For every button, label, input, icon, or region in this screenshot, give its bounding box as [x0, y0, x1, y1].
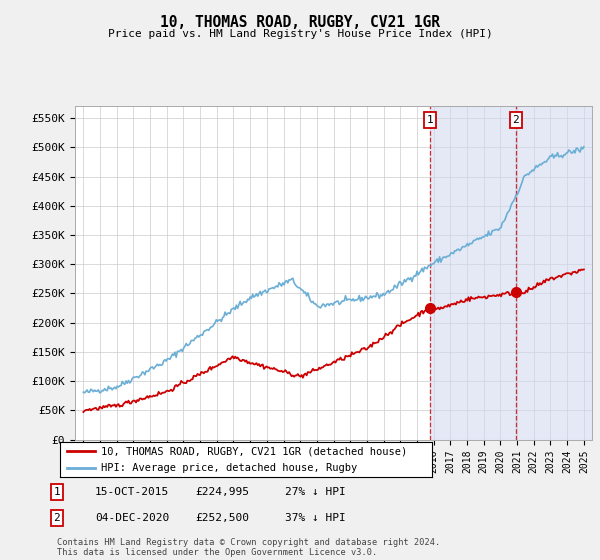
Text: 15-OCT-2015: 15-OCT-2015	[95, 487, 169, 497]
Text: 2: 2	[53, 513, 61, 523]
Text: £252,500: £252,500	[195, 513, 249, 523]
Bar	[516, 106, 592, 440]
Text: 27% ↓ HPI: 27% ↓ HPI	[285, 487, 346, 497]
Text: Price paid vs. HM Land Registry's House Price Index (HPI): Price paid vs. HM Land Registry's House …	[107, 29, 493, 39]
Text: 04-DEC-2020: 04-DEC-2020	[95, 513, 169, 523]
Text: £224,995: £224,995	[195, 487, 249, 497]
Text: HPI: Average price, detached house, Rugby: HPI: Average price, detached house, Rugb…	[101, 463, 357, 473]
Text: 1: 1	[53, 487, 61, 497]
Text: 2: 2	[512, 115, 519, 125]
Bar	[430, 106, 516, 440]
Text: Contains HM Land Registry data © Crown copyright and database right 2024.
This d: Contains HM Land Registry data © Crown c…	[57, 538, 440, 557]
Text: 10, THOMAS ROAD, RUGBY, CV21 1GR: 10, THOMAS ROAD, RUGBY, CV21 1GR	[160, 15, 440, 30]
Text: 10, THOMAS ROAD, RUGBY, CV21 1GR (detached house): 10, THOMAS ROAD, RUGBY, CV21 1GR (detach…	[101, 446, 407, 456]
Text: 37% ↓ HPI: 37% ↓ HPI	[285, 513, 346, 523]
Text: 1: 1	[427, 115, 434, 125]
